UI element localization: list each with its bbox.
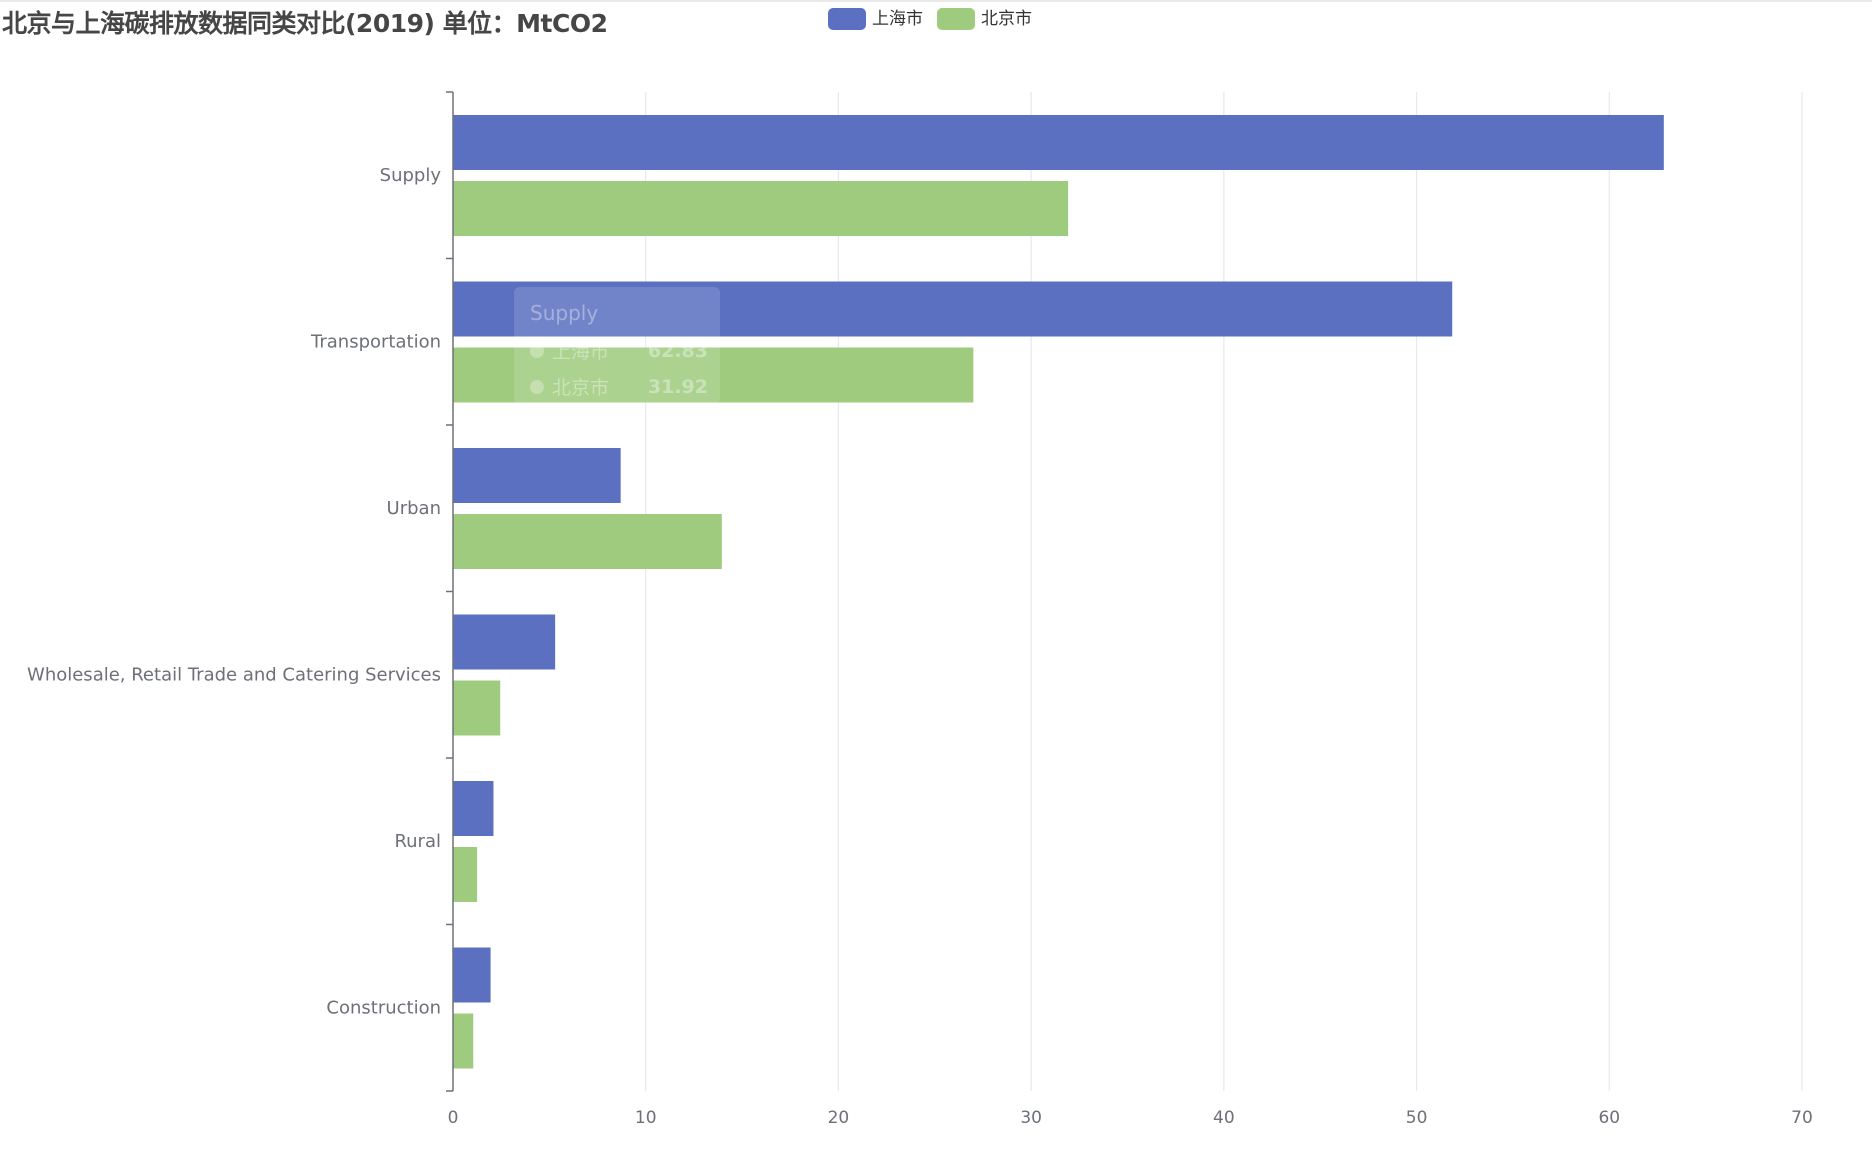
bar-beijing[interactable] bbox=[453, 1013, 474, 1069]
legend-item-shanghai[interactable]: 上海市 bbox=[828, 8, 923, 30]
top-border bbox=[0, 0, 1872, 2]
bar-beijing[interactable] bbox=[453, 181, 1069, 236]
bars bbox=[453, 115, 1664, 1069]
bar-shanghai[interactable] bbox=[453, 781, 494, 836]
category-label: Transportation bbox=[310, 331, 441, 352]
legend-label-shanghai: 上海市 bbox=[872, 9, 923, 29]
legend-swatch-beijing bbox=[937, 8, 975, 30]
x-tick-label: 50 bbox=[1406, 1108, 1428, 1128]
bar-shanghai[interactable] bbox=[453, 448, 621, 503]
x-tick-label: 70 bbox=[1791, 1108, 1813, 1128]
category-label: Rural bbox=[394, 831, 441, 852]
x-tick-label: 20 bbox=[828, 1108, 850, 1128]
x-tick-label: 30 bbox=[1020, 1108, 1042, 1128]
bar-shanghai[interactable] bbox=[453, 281, 1453, 337]
category-label: Construction bbox=[326, 997, 441, 1018]
bar-beijing[interactable] bbox=[453, 847, 478, 902]
bar-beijing[interactable] bbox=[453, 680, 501, 736]
x-tick-label: 40 bbox=[1213, 1108, 1235, 1128]
category-label: Urban bbox=[387, 498, 441, 519]
category-label: Supply bbox=[380, 165, 442, 186]
x-tick-label: 10 bbox=[635, 1108, 657, 1128]
bar-shanghai[interactable] bbox=[453, 614, 556, 670]
legend-label-beijing: 北京市 bbox=[981, 9, 1032, 29]
legend-item-beijing[interactable]: 北京市 bbox=[937, 8, 1032, 30]
legend-swatch-shanghai bbox=[828, 8, 866, 30]
x-tick-label: 60 bbox=[1598, 1108, 1620, 1128]
bar-beijing[interactable] bbox=[453, 347, 974, 403]
axes: Supply Transportation Urban Wholesale, Reta… bbox=[27, 91, 1813, 1128]
bar-shanghai[interactable] bbox=[453, 115, 1664, 170]
grid-lines bbox=[645, 92, 1803, 1091]
x-tick-label: 0 bbox=[448, 1108, 459, 1128]
category-label: Wholesale, Retail Trade and Catering Ser… bbox=[27, 664, 441, 685]
bar-shanghai[interactable] bbox=[453, 947, 491, 1003]
chart-title: 北京与上海碳排放数据同类对比(2019) 单位：MtCO2 bbox=[2, 9, 608, 38]
legend: 上海市 北京市 bbox=[828, 8, 1046, 30]
bar-beijing[interactable] bbox=[453, 514, 722, 569]
